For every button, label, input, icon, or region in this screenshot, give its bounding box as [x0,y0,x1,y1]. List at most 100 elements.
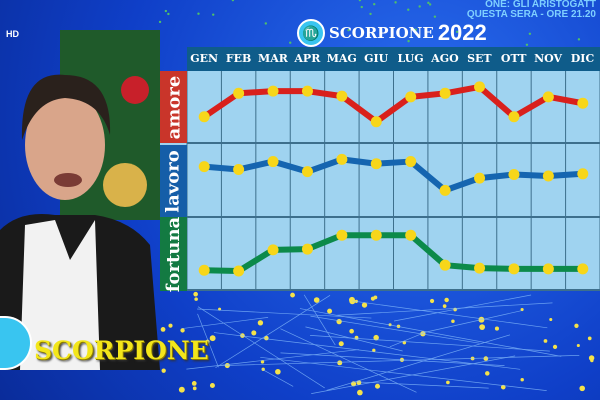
constellation-line [326,334,511,391]
star [209,383,215,388]
hd-badge: HD [6,29,19,39]
series-line-amore [202,83,584,125]
star [191,381,197,386]
star [161,368,166,373]
category-label-lavoro: lavoro [160,145,187,217]
star [338,341,344,347]
star [356,380,362,386]
data-point-amore [198,111,210,123]
lower-third-sign-title: SCORPIONE [34,336,209,365]
star [520,377,524,382]
data-point-lavoro [267,156,279,168]
data-point-amore [336,90,348,102]
scorpion-icon: ♏ [297,19,325,47]
star [455,30,459,34]
star [370,296,375,301]
star [360,5,363,9]
data-point-amore [405,91,417,103]
star [361,302,368,308]
data-point-lavoro [577,168,589,180]
star [349,328,354,334]
data-point-amore [542,91,554,103]
data-point-fortuna [301,243,313,255]
star [369,12,372,16]
star [168,323,173,328]
data-point-fortuna [474,262,486,274]
data-point-lavoro [405,156,417,168]
constellation-line [261,368,294,387]
constellation-line [280,328,417,393]
star [528,32,532,35]
star [590,358,594,363]
constellation-line [213,332,521,370]
star [167,12,170,16]
star [358,0,362,2]
star [373,334,379,341]
data-point-amore [267,85,279,97]
data-point-fortuna [233,265,245,277]
data-point-lavoro [336,153,348,165]
data-point-fortuna [370,229,382,241]
month-label: FEB [225,52,252,65]
star [192,386,197,391]
star [194,297,198,301]
constellation-line [299,308,562,357]
data-point-fortuna [405,229,417,241]
star [485,371,490,376]
month-header: GEN FEB MAR APR MAG GIU LUG AGO SET OTT NOV DIC [187,47,600,71]
constellation-line [197,306,325,389]
star [373,2,376,6]
month-label: APR [294,52,321,65]
star [442,304,447,308]
data-point-amore [370,116,382,128]
series-line-lavoro [203,156,583,194]
month-label: GIU [364,52,389,65]
constellation-line [336,302,553,316]
constellation-line [303,294,336,346]
star [429,298,435,304]
star [178,386,185,393]
star [520,307,524,312]
presenter-video [0,30,160,370]
star [451,319,455,323]
month-label: SET [467,52,492,65]
horoscope-chart [160,71,600,291]
data-point-amore [439,87,451,99]
star [428,3,432,6]
star [574,323,579,328]
star [576,343,580,348]
data-point-fortuna [542,263,554,275]
month-label: MAR [258,52,288,65]
star [336,318,342,325]
star [260,360,265,364]
star [160,327,166,332]
star [290,292,295,298]
star [433,15,437,18]
data-point-fortuna [336,229,348,241]
star [483,356,489,361]
data-point-lavoro [198,161,210,173]
star [257,320,264,326]
star [180,328,185,333]
star [313,297,320,303]
star [479,324,486,331]
star [275,368,281,375]
chart-title: ♏ SCORPIONE 2022 [297,19,487,47]
star [357,389,363,396]
data-point-fortuna [508,263,520,275]
constellation-line [310,315,480,344]
star [289,41,292,44]
constellation-line [186,349,359,370]
constellation-line [356,381,489,389]
data-point-lavoro [233,163,245,175]
constellation-line [182,316,269,329]
news-ticker: ONE: GLI ARISTOGATT QUESTA SERA - ORE 21… [467,0,596,20]
star [407,8,410,11]
star [525,43,529,46]
star [374,383,381,389]
star [264,22,268,25]
star [212,13,215,16]
star [209,335,216,342]
data-point-amore [301,85,313,97]
